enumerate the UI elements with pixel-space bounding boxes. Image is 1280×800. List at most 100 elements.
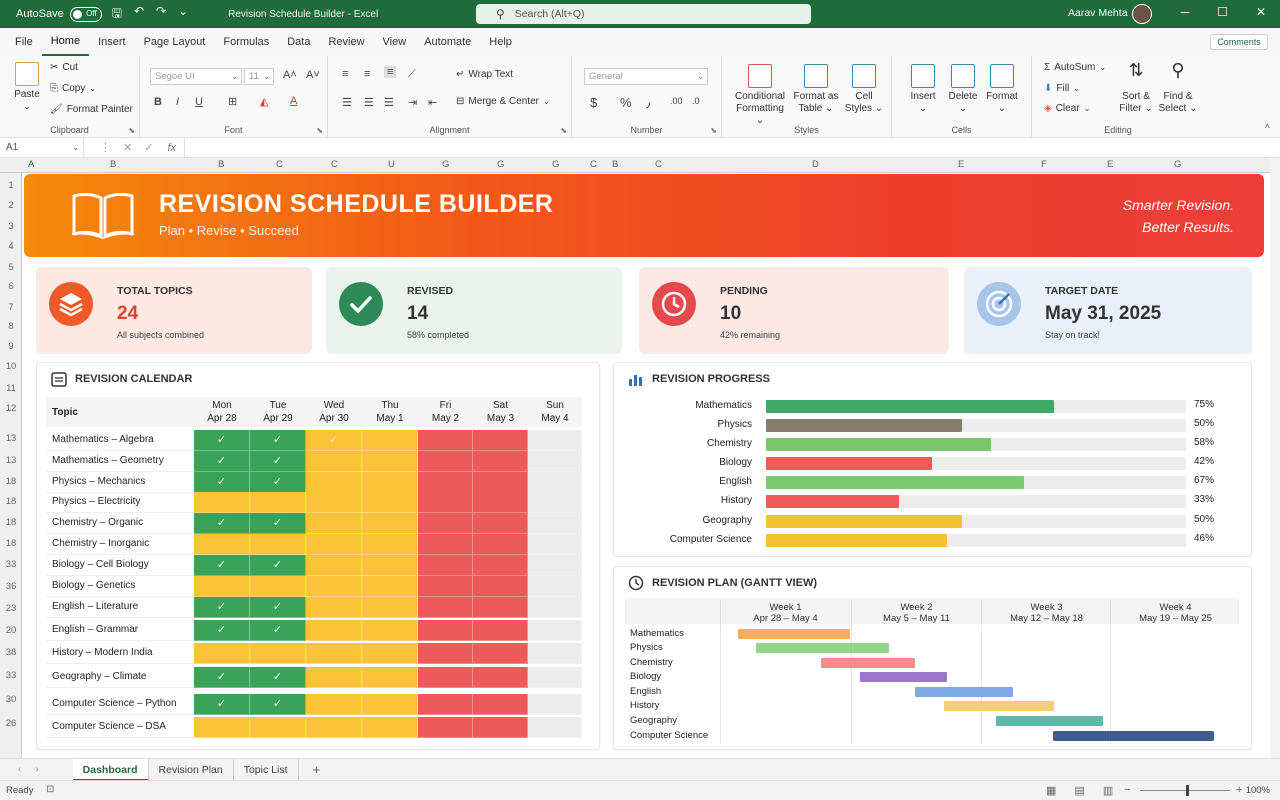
calendar-cell[interactable] (473, 643, 528, 664)
collapse-ribbon-icon[interactable]: ˄ (1264, 121, 1270, 131)
zoom-slider-thumb[interactable] (1186, 785, 1189, 796)
shrink-font-icon[interactable]: A˅ (306, 69, 320, 81)
gantt-bar[interactable] (860, 672, 948, 682)
user-name[interactable]: Aarav Mehta (1068, 7, 1128, 19)
font-size-select[interactable]: 11 ⌄ (244, 68, 274, 85)
comments-button[interactable]: Comments (1210, 34, 1268, 50)
calendar-cell[interactable] (418, 472, 473, 493)
italic-icon[interactable]: I (176, 96, 180, 108)
calendar-cell[interactable] (194, 534, 250, 555)
calendar-cell[interactable] (362, 597, 418, 618)
calendar-cell[interactable] (306, 472, 362, 493)
row-header[interactable]: 9 (8, 341, 14, 352)
menu-tab-help[interactable]: Help (489, 36, 512, 48)
menu-tab-automate[interactable]: Automate (424, 36, 472, 48)
calendar-cell[interactable] (528, 597, 582, 618)
calendar-cell[interactable] (473, 555, 528, 576)
search-box[interactable]: ⚲ Search (Alt+Q) (476, 4, 811, 24)
gantt-bar[interactable] (943, 701, 1055, 711)
calendar-cell[interactable] (528, 717, 582, 738)
find-select-button[interactable]: ⚲ Find & Select ⌄ (1158, 60, 1198, 114)
increase-decimal-icon[interactable]: .00 (670, 96, 683, 106)
calendar-cell[interactable]: ✓ (194, 620, 250, 641)
calendar-cell[interactable] (362, 667, 418, 688)
row-header[interactable]: 1 (8, 180, 14, 191)
zoom-level[interactable]: 100% (1245, 785, 1270, 796)
calendar-cell[interactable]: ✓ (250, 513, 306, 534)
outdent-icon[interactable]: ⇤ (428, 97, 438, 109)
calendar-cell[interactable] (473, 534, 528, 555)
calendar-cell[interactable] (362, 430, 418, 451)
minimize-icon[interactable]: ─ (1180, 5, 1190, 19)
maximize-icon[interactable]: ☐ (1217, 5, 1228, 19)
calendar-cell[interactable] (306, 492, 362, 513)
calendar-cell[interactable]: ✓ (250, 667, 306, 688)
calendar-cell[interactable] (528, 576, 582, 597)
calendar-cell[interactable] (194, 576, 250, 597)
autosum-button[interactable]: Σ AutoSum ⌄ (1044, 62, 1107, 73)
dialog-launcher-icon[interactable]: ⬊ (316, 126, 323, 135)
undo-icon[interactable]: ↶ (133, 3, 144, 18)
calendar-cell[interactable] (418, 451, 473, 472)
sort-filter-button[interactable]: ⇅ Sort & Filter ⌄ (1119, 60, 1153, 114)
paste-button[interactable]: Paste ⌄ (10, 62, 44, 113)
row-header[interactable]: 38 (5, 647, 17, 658)
menu-tab-insert[interactable]: Insert (98, 36, 126, 48)
calendar-cell[interactable] (194, 717, 250, 738)
zoom-slider[interactable] (1140, 790, 1230, 791)
dialog-launcher-icon[interactable]: ⬊ (128, 126, 135, 135)
row-header[interactable]: 4 (8, 241, 14, 252)
row-header[interactable]: 12 (5, 403, 17, 414)
calendar-cell[interactable]: ✓ (194, 694, 250, 715)
row-header[interactable]: 10 (5, 361, 17, 372)
decrease-decimal-icon[interactable]: .0 (692, 96, 700, 106)
calendar-cell[interactable] (418, 694, 473, 715)
calendar-cell[interactable] (418, 597, 473, 618)
row-header[interactable]: 11 (6, 383, 16, 394)
calendar-cell[interactable]: ✓ (194, 451, 250, 472)
row-header[interactable]: 8 (8, 321, 14, 332)
number-format-select[interactable]: General ⌄ (584, 68, 708, 85)
underline-icon[interactable]: U (195, 96, 203, 108)
calendar-cell[interactable] (306, 643, 362, 664)
calendar-cell[interactable] (250, 534, 306, 555)
font-color-icon[interactable]: A (290, 95, 298, 107)
row-header[interactable]: 13 (5, 455, 17, 466)
calendar-cell[interactable] (473, 694, 528, 715)
calendar-cell[interactable] (362, 576, 418, 597)
dialog-launcher-icon[interactable]: ⬊ (560, 126, 567, 135)
calendar-cell[interactable] (418, 643, 473, 664)
calendar-cell[interactable] (362, 555, 418, 576)
calendar-cell[interactable] (306, 694, 362, 715)
column-header[interactable]: G (497, 159, 505, 170)
sheet-tab-dashboard[interactable]: Dashboard (72, 758, 149, 781)
copy-button[interactable]: ⎘ Copy ⌄ (50, 83, 97, 94)
calendar-cell[interactable]: ✓ (250, 451, 306, 472)
calendar-cell[interactable] (306, 576, 362, 597)
calendar-cell[interactable] (362, 451, 418, 472)
percent-icon[interactable]: % (620, 95, 632, 110)
calendar-cell[interactable] (418, 620, 473, 641)
indent-icon[interactable]: ⇥ (408, 97, 418, 109)
zoom-out-icon[interactable]: − (1124, 784, 1131, 796)
formula-actions[interactable]: ⋮✕✓ (100, 142, 166, 154)
calendar-cell[interactable]: ✓ (194, 597, 250, 618)
column-header[interactable]: A (28, 159, 35, 170)
row-header[interactable]: 33 (5, 670, 17, 681)
row-header[interactable]: 5 (8, 262, 14, 273)
calendar-cell[interactable] (362, 534, 418, 555)
save-icon[interactable]: 🖫 (111, 5, 122, 20)
format-cells-button[interactable]: Format ⌄ (984, 64, 1020, 115)
calendar-cell[interactable]: ✓ (250, 597, 306, 618)
calendar-cell[interactable] (362, 717, 418, 738)
calendar-cell[interactable] (418, 513, 473, 534)
row-header[interactable]: 3 (8, 221, 14, 232)
font-name-select[interactable]: Segoe UI ⌄ (150, 68, 242, 85)
menu-tab-home[interactable]: Home (41, 28, 90, 56)
calendar-cell[interactable] (418, 492, 473, 513)
menu-tab-page-layout[interactable]: Page Layout (143, 36, 206, 48)
menu-tab-data[interactable]: Data (287, 36, 311, 48)
calendar-cell[interactable] (306, 451, 362, 472)
page-layout-icon[interactable]: ▤ (1074, 785, 1085, 797)
currency-icon[interactable]: $ (590, 95, 598, 110)
